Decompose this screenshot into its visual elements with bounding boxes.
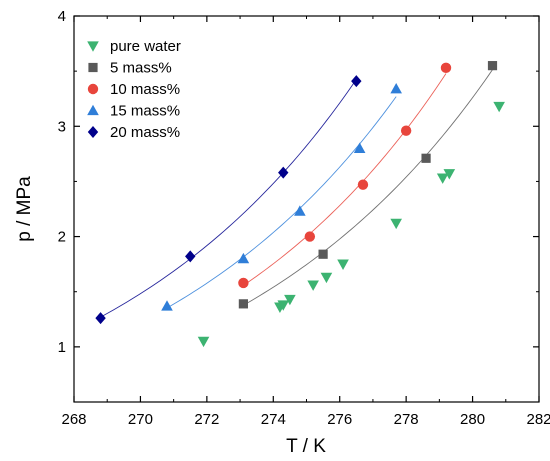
legend-marker: [87, 104, 99, 116]
x-tick-label: 268: [61, 411, 86, 428]
data-point: [185, 250, 196, 263]
fit-curve: [243, 69, 493, 306]
data-point: [307, 280, 319, 291]
axis-ticks: 268 270 272 274 276 278 280 282 1 2 3 4: [58, 8, 550, 428]
y-tick-label: 2: [58, 229, 66, 246]
data-point: [294, 205, 306, 216]
x-tick-label: 276: [327, 411, 352, 428]
data-point: [357, 179, 369, 190]
x-tick-label: 272: [194, 411, 219, 428]
data-point: [351, 75, 362, 88]
legend-label: 20 mass%: [110, 124, 180, 141]
x-tick-label: 274: [261, 411, 286, 428]
data-point: [318, 249, 328, 259]
data-point: [238, 277, 249, 289]
x-tick-label: 282: [526, 411, 550, 428]
legend-label: pure water: [110, 38, 181, 55]
data-point: [400, 125, 412, 136]
legend-label: 15 mass%: [110, 103, 180, 120]
data-point: [320, 272, 333, 284]
data-point: [390, 82, 402, 94]
data-point: [278, 166, 289, 179]
data-point: [487, 61, 498, 71]
x-tick-label: 270: [128, 411, 153, 428]
data-point: [304, 231, 316, 242]
data-point: [277, 300, 290, 311]
y-tick-label: 1: [58, 339, 66, 356]
legend-marker: [88, 62, 98, 73]
x-axis-title: T / K: [286, 436, 326, 457]
fit-curve: [243, 73, 447, 286]
x-tick-label: 278: [394, 411, 419, 428]
data-point: [284, 294, 296, 306]
data-point: [161, 300, 173, 311]
data-point: [353, 142, 366, 153]
y-tick-label: 3: [58, 118, 66, 135]
y-tick-label: 4: [58, 8, 66, 25]
legend-marker: [87, 126, 99, 138]
legend: pure water 5 mass% 10 mass% 15 mass% 20 mass…: [87, 38, 181, 141]
legend-marker: [87, 41, 99, 52]
legend-label: 5 mass%: [110, 60, 172, 77]
data-point: [443, 169, 456, 180]
data-point: [493, 101, 505, 113]
data-point: [440, 62, 452, 74]
data-point: [421, 153, 431, 163]
data-point: [197, 336, 210, 348]
data-point: [238, 299, 248, 309]
data-point: [436, 173, 449, 184]
data-markers: [95, 61, 505, 348]
data-point: [237, 252, 250, 264]
legend-marker: [87, 83, 99, 95]
y-axis-title: p / MPa: [14, 176, 35, 242]
data-point: [95, 312, 106, 325]
legend-label: 10 mass%: [110, 81, 180, 98]
fit-curve: [166, 96, 397, 309]
fit-curve: [100, 79, 357, 318]
data-point: [390, 218, 402, 230]
x-tick-label: 280: [460, 411, 485, 428]
data-point: [337, 259, 349, 270]
